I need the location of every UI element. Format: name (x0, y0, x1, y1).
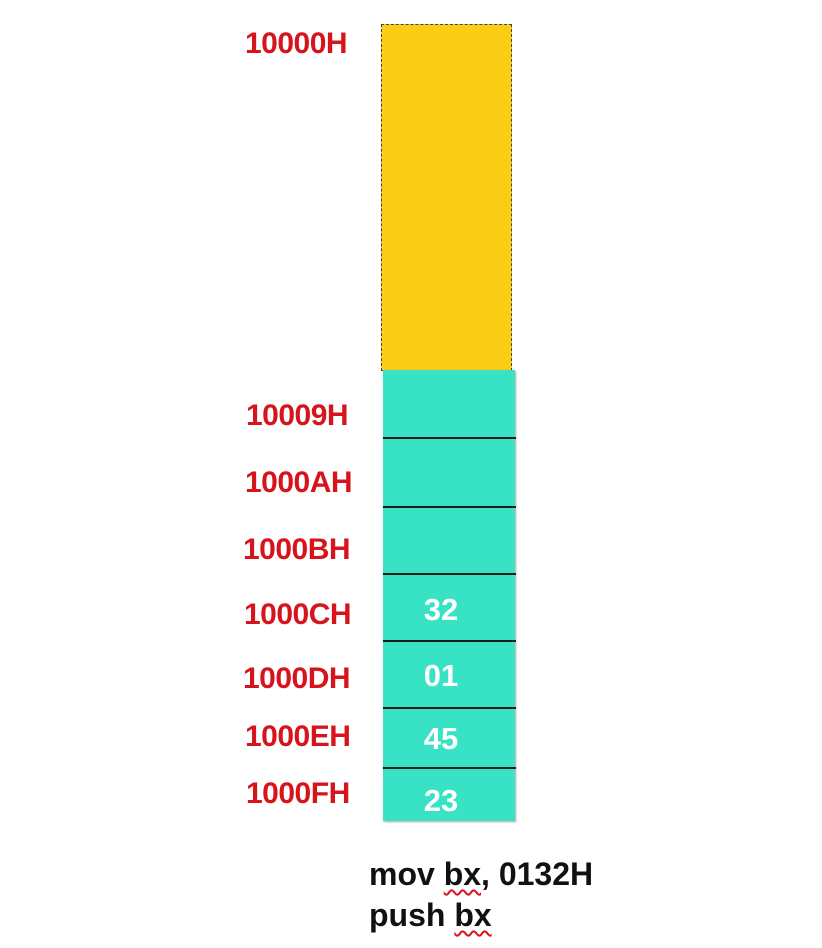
code-register: bx (454, 897, 492, 933)
reserved-memory-region (381, 24, 512, 371)
code-line-mov: mov bx, 0132H (369, 857, 593, 891)
address-label-10009H: 10009H (246, 399, 349, 432)
address-label-1000BH: 1000BH (243, 533, 351, 566)
cell-value-1000CH: 32 (423, 592, 459, 627)
code-mnemonic: push (369, 897, 446, 933)
address-label-1000CH: 1000CH (244, 598, 352, 631)
cell-divider (383, 640, 516, 642)
cell-divider (383, 437, 516, 439)
code-register: bx (443, 856, 482, 892)
code-line-push: push bx (369, 898, 492, 932)
code-mnemonic: mov (369, 856, 435, 892)
address-label-1000FH: 1000FH (246, 777, 350, 810)
cell-divider (383, 506, 516, 508)
address-label-1000EH: 1000EH (245, 720, 351, 753)
address-label-10000H: 10000H (245, 27, 348, 60)
cell-value-1000DH: 01 (423, 658, 459, 693)
address-label-1000DH: 1000DH (243, 662, 351, 695)
cell-value-1000EH: 45 (423, 721, 459, 756)
address-label-1000AH: 1000AH (245, 466, 353, 499)
cell-divider (383, 707, 516, 709)
cell-divider (383, 573, 516, 575)
stack-memory-region (383, 370, 515, 821)
cell-value-1000FH: 23 (423, 783, 459, 818)
cell-divider (383, 767, 516, 769)
code-operand: , 0132H (481, 856, 594, 892)
